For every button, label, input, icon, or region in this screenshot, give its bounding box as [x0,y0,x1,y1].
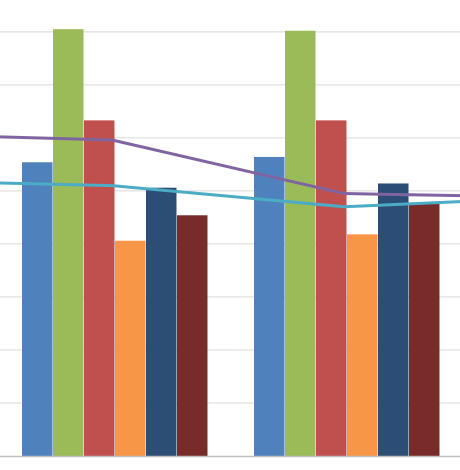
bar-series-1-category-2 [254,156,285,456]
bar-series-5-category-2 [378,183,409,457]
bar-series-3-category-1 [84,120,115,456]
bar-series-2-category-1 [53,29,84,457]
bar-series-2-category-2 [285,30,316,457]
bar-series-3-category-2 [316,120,347,456]
bar-series-6-category-2 [409,203,440,456]
bar-series-4-category-1 [115,240,146,456]
bar-series-1-category-1 [22,162,53,456]
line-series-1 [0,135,460,198]
line-series [0,135,460,209]
bar-series-4-category-2 [347,234,378,456]
bar-series-5-category-1 [146,187,177,456]
line-series-2 [0,181,460,209]
bar-series-6-category-1 [177,215,208,456]
bars [22,29,440,457]
